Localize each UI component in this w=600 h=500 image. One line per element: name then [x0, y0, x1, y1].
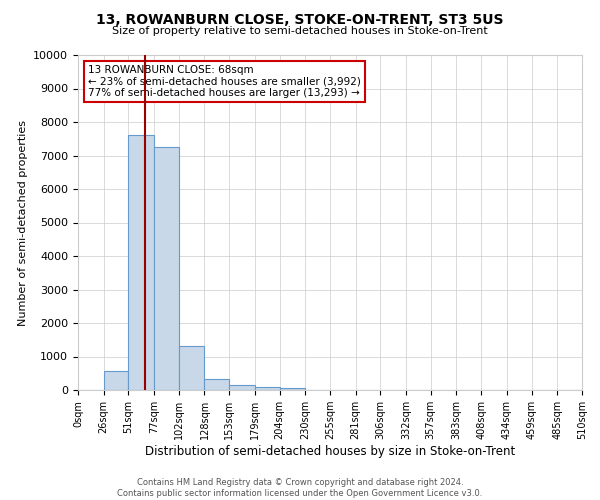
Text: Contains HM Land Registry data © Crown copyright and database right 2024.
Contai: Contains HM Land Registry data © Crown c… [118, 478, 482, 498]
Y-axis label: Number of semi-detached properties: Number of semi-detached properties [18, 120, 28, 326]
Bar [154, 147, 179, 390]
X-axis label: Distribution of semi-detached houses by size in Stoke-on-Trent: Distribution of semi-detached houses by … [145, 445, 515, 458]
Bar [179, 346, 205, 390]
Bar [255, 387, 280, 390]
Text: 13 ROWANBURN CLOSE: 68sqm
← 23% of semi-detached houses are smaller (3,992)
77% : 13 ROWANBURN CLOSE: 68sqm ← 23% of semi-… [88, 65, 361, 98]
Bar [280, 388, 305, 390]
Bar [229, 384, 255, 390]
Bar [205, 378, 229, 390]
Text: Size of property relative to semi-detached houses in Stoke-on-Trent: Size of property relative to semi-detach… [112, 26, 488, 36]
Text: 13, ROWANBURN CLOSE, STOKE-ON-TRENT, ST3 5US: 13, ROWANBURN CLOSE, STOKE-ON-TRENT, ST3… [96, 12, 504, 26]
Bar [104, 371, 128, 390]
Bar [128, 136, 154, 390]
